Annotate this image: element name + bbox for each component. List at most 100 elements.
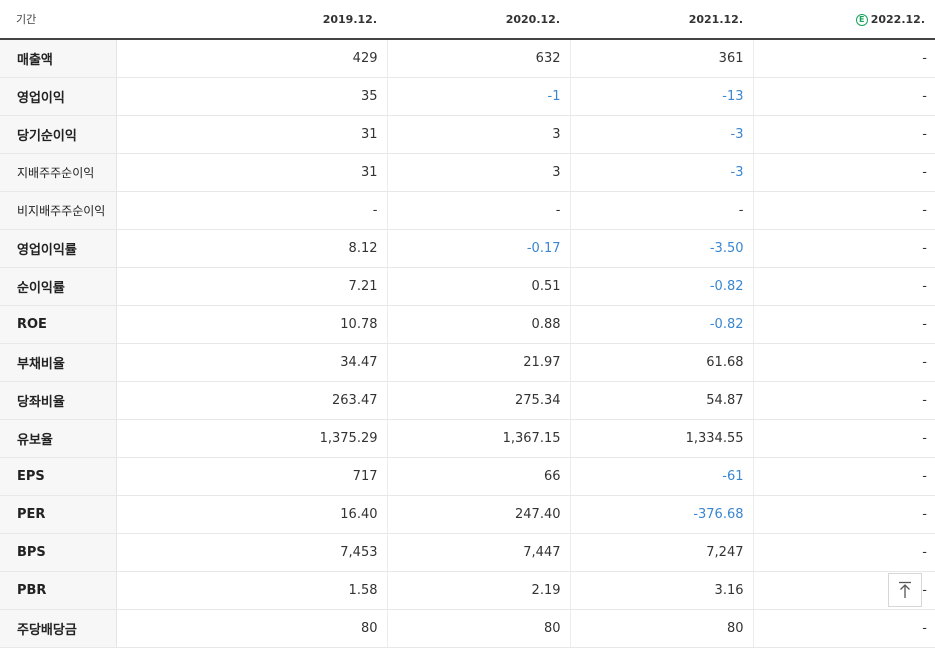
table-row: PER 16.40 247.40 -376.68-	[0, 495, 935, 534]
cell-2019: 80	[116, 609, 388, 648]
cell-2020: 66	[387, 457, 571, 496]
table-row: 비지배주주순이익 - - - -	[0, 191, 935, 230]
cell-2021: -0.82	[570, 305, 754, 344]
cell-2019: -	[116, 191, 388, 230]
column-header-2021: 2021.12.	[570, 0, 753, 40]
row-label: 유보율	[0, 419, 117, 458]
column-header-2022-label: 2022.12.	[870, 12, 925, 26]
header-row: 기간 2019.12. 2020.12. 2021.12. E 2022.12.	[0, 0, 935, 40]
cell-2021: 80	[570, 609, 754, 648]
table-row: PBR 1.58 2.19 3.16-	[0, 571, 935, 610]
arrow-up-to-top-icon	[899, 581, 911, 598]
scroll-to-top-button[interactable]	[888, 573, 922, 607]
cell-2020: 632	[387, 39, 571, 78]
row-label: 순이익률	[0, 267, 117, 306]
cell-2019: 7.21	[116, 267, 388, 306]
column-header-2019: 2019.12.	[116, 0, 387, 40]
cell-2022: -	[753, 39, 935, 78]
cell-2022: -	[753, 191, 935, 230]
table-row: 부채비율 34.47 21.97 61.68-	[0, 343, 935, 382]
cell-2019: 16.40	[116, 495, 388, 534]
cell-2020: 247.40	[387, 495, 571, 534]
row-label: EPS	[0, 457, 117, 496]
cell-2019: 31	[116, 153, 388, 192]
cell-2022: -	[753, 115, 935, 154]
cell-2019: 10.78	[116, 305, 388, 344]
cell-2022: -	[753, 419, 935, 458]
cell-2021: 54.87	[570, 381, 754, 420]
table-row: 유보율 1,375.29 1,367.15 1,334.55-	[0, 419, 935, 458]
cell-2020: 7,447	[387, 533, 571, 572]
estimate-icon: E	[855, 13, 868, 26]
cell-2021: -0.82	[570, 267, 754, 306]
cell-2020: 275.34	[387, 381, 571, 420]
table-row: 영업이익 35 -1 -13-	[0, 77, 935, 116]
cell-2020: -	[387, 191, 571, 230]
cell-2021: 361	[570, 39, 754, 78]
cell-2022: -	[753, 609, 935, 648]
table-row: 영업이익률 8.12 -0.17 -3.50-	[0, 229, 935, 268]
cell-2020: 0.51	[387, 267, 571, 306]
cell-2020: 21.97	[387, 343, 571, 382]
cell-2022: -	[753, 495, 935, 534]
table-body: 매출액 429 632 361- 영업이익 35 -1 -13- 당기순이익 31 3 -3- 지배주주…	[0, 39, 935, 648]
cell-2019: 35	[116, 77, 388, 116]
cell-2021: -61	[570, 457, 754, 496]
cell-2021: -376.68	[570, 495, 754, 534]
cell-2021: -3.50	[570, 229, 754, 268]
cell-2021: 61.68	[570, 343, 754, 382]
row-label: ROE	[0, 305, 117, 344]
table-row: 매출액 429 632 361-	[0, 39, 935, 78]
row-label: BPS	[0, 533, 117, 572]
cell-2021: -3	[570, 153, 754, 192]
table-row: 당좌비율 263.47 275.34 54.87-	[0, 381, 935, 420]
cell-2021: -	[570, 191, 754, 230]
cell-2022: -	[753, 457, 935, 496]
row-label: PER	[0, 495, 117, 534]
row-label: 주당배당금	[0, 609, 117, 648]
column-header-2022-estimate: E 2022.12.	[753, 0, 935, 40]
cell-2021: -13	[570, 77, 754, 116]
table-row: 당기순이익 31 3 -3-	[0, 115, 935, 154]
table-row: ROE 10.78 0.88 -0.82-	[0, 305, 935, 344]
cell-2020: -0.17	[387, 229, 571, 268]
cell-2019: 1,375.29	[116, 419, 388, 458]
row-label: 비지배주주순이익	[0, 191, 117, 230]
row-label: 영업이익률	[0, 229, 117, 268]
cell-2021: -3	[570, 115, 754, 154]
cell-2019: 429	[116, 39, 388, 78]
table-row: BPS 7,453 7,447 7,247-	[0, 533, 935, 572]
row-label: 매출액	[0, 39, 117, 78]
cell-2021: 3.16	[570, 571, 754, 610]
cell-2019: 263.47	[116, 381, 388, 420]
cell-2020: 0.88	[387, 305, 571, 344]
row-label: 지배주주순이익	[0, 153, 117, 192]
row-label: 당좌비율	[0, 381, 117, 420]
period-header: 기간	[0, 0, 116, 40]
table-row: 주당배당금 80 80 80-	[0, 609, 935, 648]
cell-2022: -	[753, 305, 935, 344]
cell-2019: 31	[116, 115, 388, 154]
row-label: 부채비율	[0, 343, 117, 382]
row-label: PBR	[0, 571, 117, 610]
cell-2022: -	[753, 533, 935, 572]
cell-2022: -	[753, 343, 935, 382]
cell-2019: 7,453	[116, 533, 388, 572]
cell-2022: -	[753, 77, 935, 116]
cell-2022: -	[753, 229, 935, 268]
column-header-2020: 2020.12.	[387, 0, 570, 40]
cell-2020: 80	[387, 609, 571, 648]
table-row: 순이익률 7.21 0.51 -0.82-	[0, 267, 935, 306]
cell-2020: 1,367.15	[387, 419, 571, 458]
cell-2020: 2.19	[387, 571, 571, 610]
cell-2021: 7,247	[570, 533, 754, 572]
cell-2022: -	[753, 381, 935, 420]
row-label: 영업이익	[0, 77, 117, 116]
cell-2019: 717	[116, 457, 388, 496]
table-row: 지배주주순이익 31 3 -3-	[0, 153, 935, 192]
cell-2021: 1,334.55	[570, 419, 754, 458]
row-label: 당기순이익	[0, 115, 117, 154]
cell-2020: 3	[387, 153, 571, 192]
cell-2022: -	[753, 267, 935, 306]
